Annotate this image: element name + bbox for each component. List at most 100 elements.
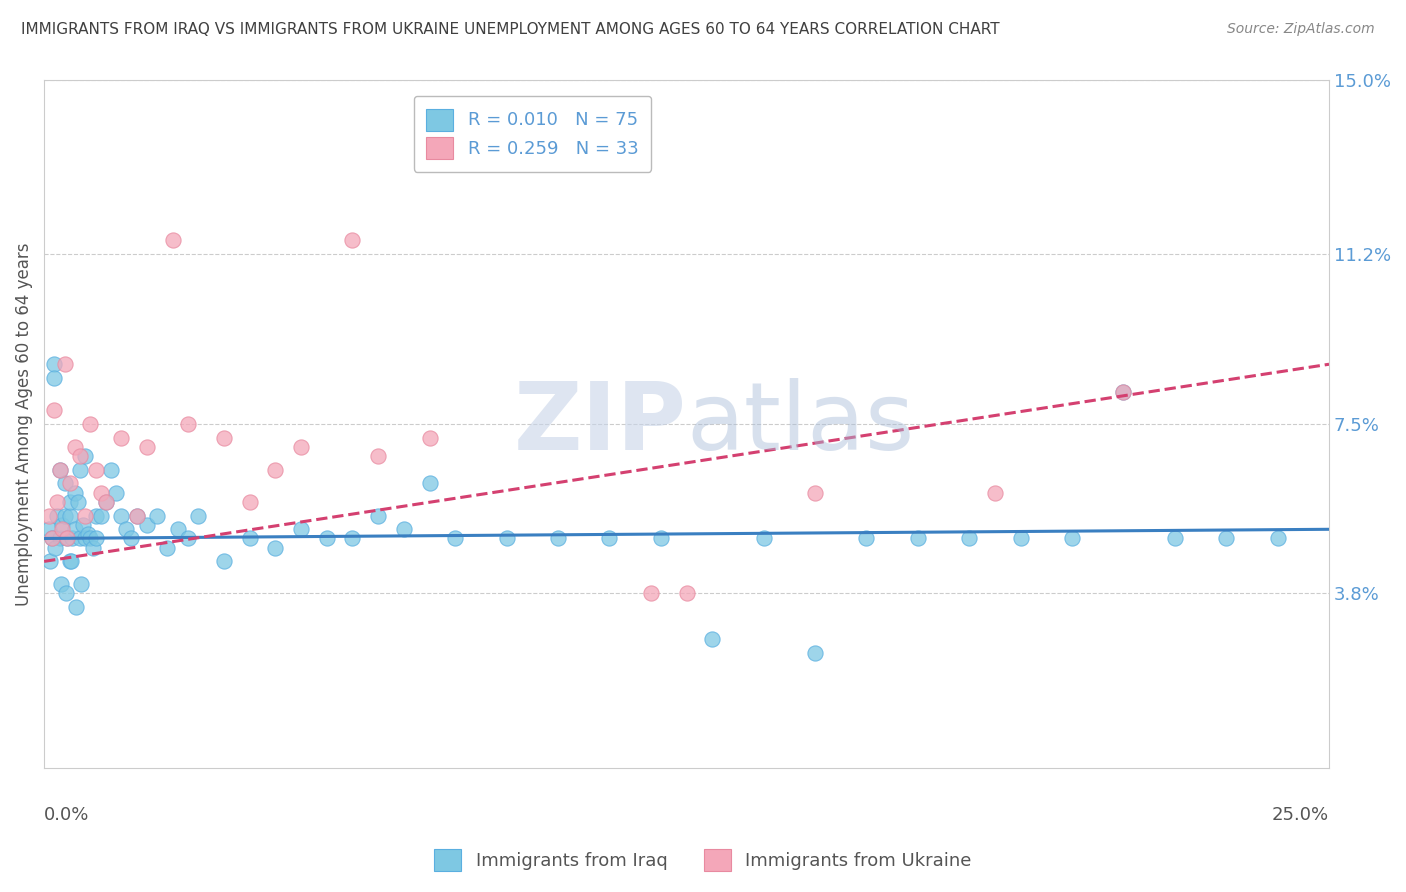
Point [69, 449, 91, 463]
Text: Source: ZipAtlas.com: Source: ZipAtlas.com [1227, 22, 1375, 37]
Point [56, 532, 79, 546]
Point [1215, 532, 1237, 546]
Point [66, 495, 89, 509]
Point [342, 234, 364, 248]
Point [51, 522, 73, 536]
Point [315, 532, 337, 546]
Point [59, 476, 82, 491]
Point [125, 508, 148, 523]
Point [392, 522, 415, 536]
Point [290, 522, 312, 536]
Point [63, 485, 86, 500]
Point [115, 522, 138, 536]
Point [1267, 532, 1289, 546]
Point [212, 554, 235, 568]
Text: ZIP: ZIP [513, 378, 686, 470]
Point [804, 646, 827, 660]
Point [94, 495, 117, 509]
Point [38, 508, 60, 523]
Point [48, 463, 70, 477]
Point [69, 463, 91, 477]
Point [419, 476, 441, 491]
Point [59, 495, 82, 509]
Point [79, 532, 101, 546]
Point [125, 508, 148, 523]
Point [39, 554, 62, 568]
Point [156, 541, 179, 555]
Legend: Immigrants from Iraq, Immigrants from Ukraine: Immigrants from Iraq, Immigrants from Uk… [427, 842, 979, 879]
Point [55, 586, 77, 600]
Point [65, 600, 87, 615]
Point [94, 495, 117, 509]
Point [162, 234, 184, 248]
Point [76, 527, 98, 541]
Point [72, 517, 94, 532]
Point [290, 440, 312, 454]
Point [84, 532, 107, 546]
Point [177, 417, 200, 431]
Point [53, 508, 76, 523]
Point [56, 532, 79, 546]
Point [75, 532, 97, 546]
Point [239, 532, 262, 546]
Point [135, 440, 157, 454]
Point [212, 431, 235, 445]
Point [984, 485, 1007, 500]
Point [82, 541, 104, 555]
Point [640, 586, 662, 600]
Point [135, 517, 157, 532]
Text: IMMIGRANTS FROM IRAQ VS IMMIGRANTS FROM UKRAINE UNEMPLOYMENT AMONG AGES 60 TO 64: IMMIGRANTS FROM IRAQ VS IMMIGRANTS FROM … [21, 22, 1000, 37]
Point [46, 495, 69, 509]
Point [69, 532, 91, 546]
Point [53, 476, 76, 491]
Point [44, 357, 66, 371]
Point [44, 541, 66, 555]
Point [957, 532, 980, 546]
Point [1010, 532, 1032, 546]
Point [38, 522, 60, 536]
Point [855, 532, 877, 546]
Point [46, 508, 69, 523]
Point [1164, 532, 1187, 546]
Point [702, 632, 724, 647]
Point [1112, 384, 1135, 399]
Y-axis label: Unemployment Among Ages 60 to 64 years: Unemployment Among Ages 60 to 64 years [15, 242, 32, 606]
Point [59, 554, 82, 568]
Point [495, 532, 517, 546]
Point [367, 508, 389, 523]
Point [90, 508, 112, 523]
Point [63, 522, 86, 536]
Point [75, 449, 97, 463]
Point [51, 517, 73, 532]
Point [75, 508, 97, 523]
Point [105, 485, 128, 500]
Point [804, 485, 827, 500]
Point [1112, 384, 1135, 399]
Point [48, 532, 70, 546]
Point [547, 532, 569, 546]
Point [264, 541, 287, 555]
Point [342, 532, 364, 546]
Point [41, 532, 63, 546]
Point [49, 577, 72, 591]
Point [444, 532, 467, 546]
Point [110, 431, 132, 445]
Point [650, 532, 672, 546]
Point [53, 357, 76, 371]
Point [239, 495, 262, 509]
Point [177, 532, 200, 546]
Text: atlas: atlas [686, 378, 915, 470]
Point [44, 371, 66, 385]
Legend: R = 0.010   N = 75, R = 0.259   N = 33: R = 0.010 N = 75, R = 0.259 N = 33 [413, 95, 651, 171]
Point [84, 463, 107, 477]
Point [60, 532, 83, 546]
Point [41, 532, 63, 546]
Point [146, 508, 169, 523]
Point [907, 532, 929, 546]
Point [752, 532, 775, 546]
Point [84, 508, 107, 523]
Point [598, 532, 620, 546]
Point [48, 463, 70, 477]
Point [59, 554, 82, 568]
Point [59, 508, 82, 523]
